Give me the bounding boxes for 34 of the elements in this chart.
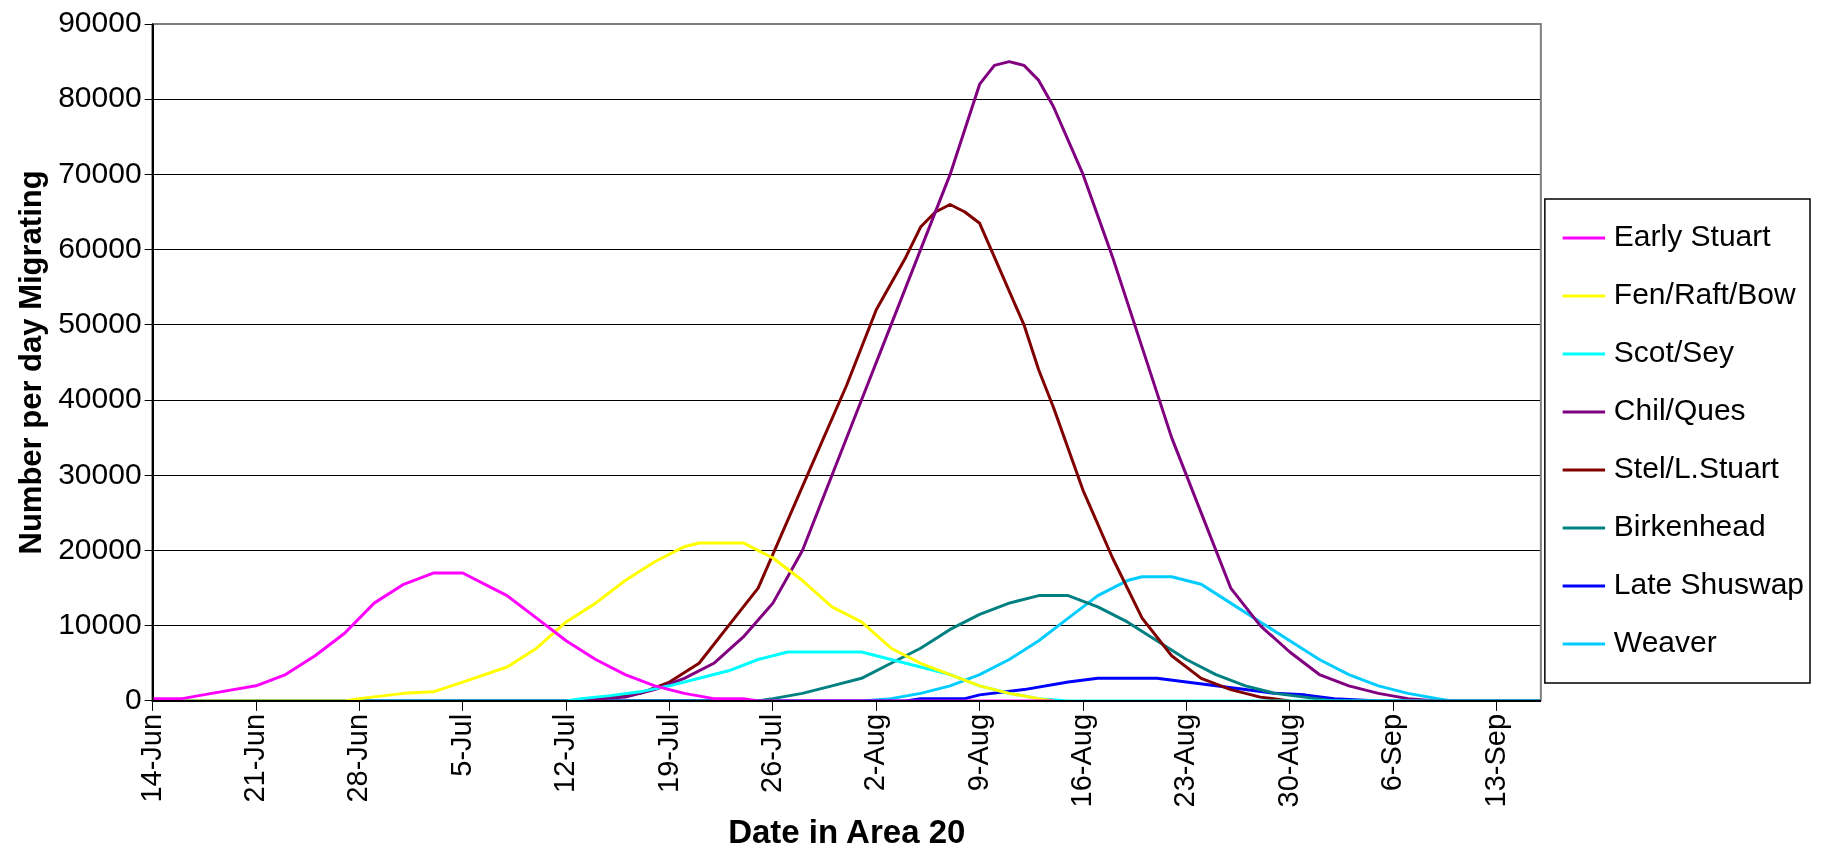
x-tick-label: 19-Jul	[651, 713, 684, 793]
y-axis-title: Number per day Migrating	[13, 170, 49, 555]
y-tick-label: 80000	[58, 80, 142, 114]
y-tick-label: 0	[124, 682, 142, 716]
x-tick-label: 16-Aug	[1065, 713, 1098, 808]
x-tick-label: 9-Aug	[961, 713, 994, 792]
y-tick-label: 90000	[58, 5, 142, 39]
legend-label: Birkenhead	[1613, 509, 1766, 543]
x-tick-label: 5-Jul	[444, 713, 477, 777]
legend-label: Scot/Sey	[1613, 335, 1734, 369]
x-tick-label: 26-Jul	[754, 713, 787, 793]
x-axis-title: Date in Area 20	[728, 813, 966, 851]
y-tick-label: 30000	[58, 456, 142, 490]
x-tick-label: 23-Aug	[1168, 713, 1201, 808]
legend-label: Weaver	[1613, 625, 1717, 659]
y-tick-label: 20000	[58, 531, 142, 565]
x-tick-label: 30-Aug	[1271, 713, 1304, 808]
legend-label: Fen/Raft/Bow	[1613, 277, 1796, 311]
y-tick-label: 60000	[58, 230, 142, 264]
y-tick-label: 40000	[58, 381, 142, 415]
x-tick-label: 2-Aug	[858, 713, 891, 792]
x-tick-label: 13-Sep	[1478, 713, 1511, 808]
x-tick-label: 21-Jun	[238, 713, 270, 803]
x-tick-label: 12-Jul	[548, 713, 581, 793]
x-tick-label: 28-Jun	[341, 713, 374, 803]
x-tick-label: 6-Sep	[1375, 713, 1408, 792]
legend-label: Early Stuart	[1613, 219, 1772, 253]
y-tick-label: 50000	[58, 306, 142, 340]
x-tick-label: 14-Jun	[134, 713, 167, 803]
legend-label: Stel/L.Stuart	[1613, 451, 1780, 485]
legend-label: Late Shuswap	[1613, 567, 1804, 601]
y-tick-label: 10000	[58, 606, 142, 640]
legend-label: Chil/Ques	[1613, 393, 1746, 427]
y-tick-label: 70000	[58, 155, 142, 189]
